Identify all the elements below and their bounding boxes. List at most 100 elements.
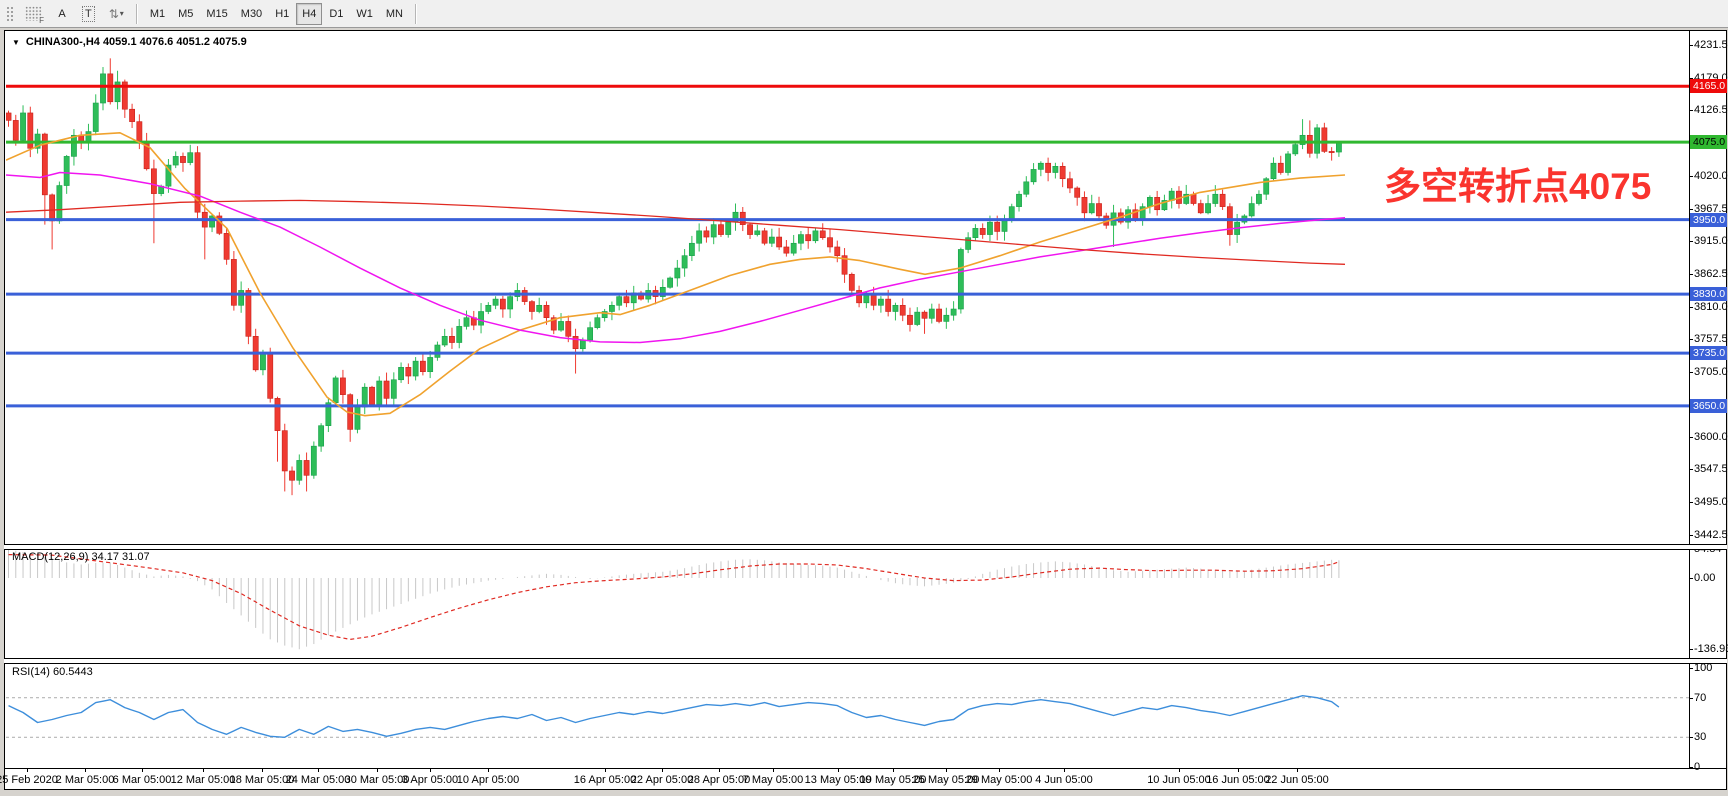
rsi-label: RSI(14) 60.5443 bbox=[12, 666, 93, 678]
price-axis-tick bbox=[1689, 371, 1693, 373]
time-axis-label: 2 Mar 05:00 bbox=[55, 774, 115, 786]
price-axis-tick bbox=[1689, 501, 1693, 503]
price-level-badge: 3650.0 bbox=[1690, 398, 1727, 413]
price-axis-tick-label: 3495.0 bbox=[1694, 495, 1728, 508]
time-axis-label: 12 Mar 05:00 bbox=[170, 774, 236, 786]
price-annotation-text: 多空转折点4075 bbox=[1384, 166, 1652, 207]
price-level-badge: 4165.0 bbox=[1690, 79, 1727, 94]
time-axis-tick bbox=[946, 768, 947, 772]
price-axis-tick-label: 3915.0 bbox=[1694, 235, 1728, 248]
symbol-dropdown-icon[interactable]: ▼ bbox=[12, 37, 20, 47]
time-axis-tick bbox=[605, 768, 606, 772]
price-axis-tick bbox=[1689, 578, 1693, 579]
price-axis-tick-label: 4126.5 bbox=[1694, 104, 1728, 117]
time-axis-tick bbox=[262, 768, 263, 772]
font-button[interactable]: A bbox=[50, 3, 74, 25]
price-axis-border bbox=[1689, 30, 1690, 768]
price-axis-tick-label: 3705.0 bbox=[1694, 365, 1728, 378]
chevron-down-icon: ▾ bbox=[119, 9, 124, 18]
timeframe-button-m15[interactable]: M15 bbox=[206, 7, 228, 20]
macd-label: MACD(12,26,9) 34.17 31.07 bbox=[12, 551, 150, 563]
time-axis-label: 3 Apr 05:00 bbox=[401, 774, 459, 786]
price-axis-tick-label: 3862.5 bbox=[1694, 267, 1728, 280]
price-axis-tick bbox=[1689, 306, 1693, 308]
time-axis-label: 28 Apr 05:00 bbox=[687, 774, 751, 786]
timeframe-button-m5[interactable]: M5 bbox=[178, 7, 194, 20]
chart-title-text: CHINA300-,H4 4059.1 4076.6 4051.2 4075.9 bbox=[25, 36, 247, 48]
time-axis-tick bbox=[318, 768, 319, 772]
time-axis-label: 24 Mar 05:00 bbox=[285, 774, 351, 786]
price-chart-canvas[interactable] bbox=[6, 33, 1689, 544]
price-axis-tick-label: 3547.5 bbox=[1694, 463, 1728, 476]
rsi-indicator-canvas[interactable] bbox=[6, 662, 1689, 767]
price-axis-tick-label: 3757.5 bbox=[1694, 333, 1728, 346]
time-axis-label: 7 May 05:00 bbox=[742, 774, 804, 786]
time-axis-tick bbox=[85, 768, 86, 772]
window-bottom-edge bbox=[0, 790, 1728, 796]
ma-magenta bbox=[6, 171, 1346, 344]
price-axis-tick bbox=[1689, 436, 1693, 438]
price-axis-tick-label: 3600.0 bbox=[1694, 430, 1728, 443]
time-axis-label: 4 Jun 05:00 bbox=[1035, 774, 1093, 786]
ma-orange bbox=[6, 132, 1346, 417]
macd-indicator-canvas[interactable] bbox=[6, 547, 1689, 658]
price-axis-tick bbox=[1689, 77, 1693, 79]
time-axis-tick bbox=[1297, 768, 1298, 772]
price-axis-tick bbox=[1689, 767, 1693, 768]
ma-red bbox=[6, 199, 1346, 265]
price-axis-tick bbox=[1689, 176, 1693, 178]
price-axis-tick-label: 4020.0 bbox=[1694, 170, 1728, 183]
price-axis-tick bbox=[1689, 534, 1693, 536]
timeframe-button-group: M1 M5 M15 M30 H1 H4 D1 W1 MN bbox=[144, 2, 409, 25]
price-axis-tick-label: 3967.5 bbox=[1694, 202, 1728, 215]
time-axis-label: 30 Mar 05:00 bbox=[344, 774, 410, 786]
cycle-objects-button[interactable]: ⇅ ▾ bbox=[103, 3, 130, 25]
timeframe-button-m1[interactable]: M1 bbox=[149, 7, 166, 20]
chart-title: ▼ CHINA300-,H4 4059.1 4076.6 4051.2 4075… bbox=[12, 36, 247, 48]
price-axis-tick bbox=[1689, 649, 1693, 651]
time-axis-tick bbox=[430, 768, 431, 772]
cycle-arrows-icon: ⇅ bbox=[108, 6, 119, 21]
time-axis-label: 29 May 05:00 bbox=[965, 774, 1033, 786]
price-axis-tick-label: 3442.5 bbox=[1694, 528, 1728, 541]
toolbar-grip[interactable] bbox=[5, 4, 14, 23]
time-axis-label: 6 Mar 05:00 bbox=[112, 774, 172, 786]
price-axis-tick-label: 100 bbox=[1694, 662, 1713, 674]
text-t-icon: T bbox=[82, 5, 95, 22]
pane-splitter[interactable] bbox=[4, 658, 1727, 664]
time-axis-tick bbox=[377, 768, 378, 772]
time-axis-label: 25 Feb 2020 bbox=[0, 774, 58, 786]
price-axis-tick bbox=[1689, 110, 1693, 112]
timeframe-button-h1[interactable]: H1 bbox=[275, 7, 290, 20]
price-axis-tick bbox=[1689, 469, 1693, 471]
price-axis-tick-label: 3810.0 bbox=[1694, 300, 1728, 313]
grid-properties-button[interactable]: F bbox=[19, 3, 48, 25]
timeframe-button-mn[interactable]: MN bbox=[385, 7, 403, 20]
time-axis-tick bbox=[488, 768, 489, 772]
price-axis-tick bbox=[1689, 273, 1693, 275]
timeframe-button-h4[interactable]: H4 bbox=[296, 2, 323, 25]
time-axis-tick bbox=[773, 768, 774, 772]
toolbar-separator bbox=[414, 3, 417, 24]
price-level-badge: 3950.0 bbox=[1690, 212, 1727, 227]
price-level-badge: 3830.0 bbox=[1690, 287, 1727, 302]
time-axis-tick bbox=[203, 768, 204, 772]
toolbar: F A T ⇅ ▾ M1 M5 M15 M30 H1 H4 D1 W1 MN bbox=[0, 0, 1728, 28]
time-axis-tick bbox=[838, 768, 839, 772]
pane-splitter[interactable] bbox=[4, 544, 1727, 550]
price-axis-tick bbox=[1689, 737, 1693, 739]
timeframe-button-w1[interactable]: W1 bbox=[356, 7, 373, 20]
time-axis-label: 18 Mar 05:00 bbox=[229, 774, 295, 786]
toolbar-separator bbox=[135, 3, 138, 24]
price-axis-tick bbox=[1689, 208, 1693, 210]
time-axis-tick bbox=[1064, 768, 1065, 772]
time-axis-label: 16 Jun 05:00 bbox=[1206, 774, 1270, 786]
timeframe-button-d1[interactable]: D1 bbox=[329, 7, 344, 20]
time-axis-label: 25 May 05:00 bbox=[912, 774, 980, 786]
time-axis-tick bbox=[142, 768, 143, 772]
time-axis-label: 10 Apr 05:00 bbox=[456, 774, 520, 786]
price-axis-tick bbox=[1689, 668, 1693, 669]
timeframe-button-m30[interactable]: M30 bbox=[240, 7, 263, 20]
time-axis-label: 22 Apr 05:00 bbox=[630, 774, 694, 786]
text-label-button[interactable]: T bbox=[76, 3, 101, 25]
